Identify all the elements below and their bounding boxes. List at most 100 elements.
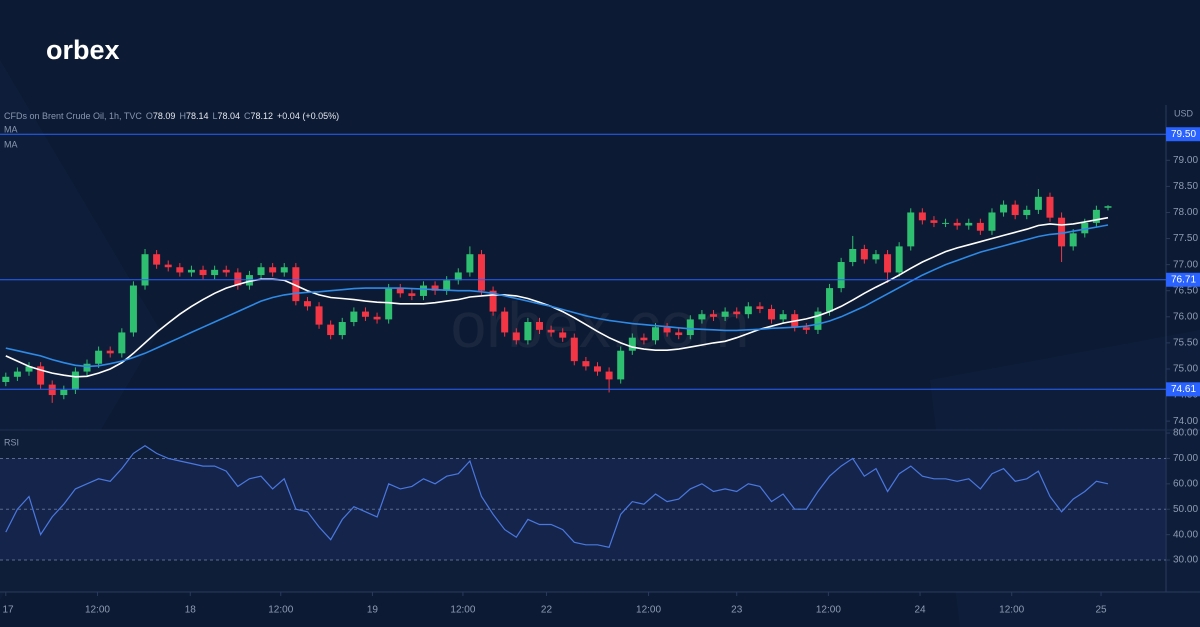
candle-body bbox=[1104, 206, 1112, 208]
candle-body bbox=[176, 267, 184, 273]
legend-entry: MA bbox=[4, 139, 18, 149]
candle-body bbox=[965, 222, 973, 226]
candle-body bbox=[199, 269, 207, 276]
currency: USD bbox=[1174, 108, 1194, 118]
y-tick-label: 70.00 bbox=[1173, 453, 1198, 464]
candle-body bbox=[141, 254, 149, 286]
candle-body bbox=[292, 267, 300, 302]
candle-body bbox=[396, 288, 404, 294]
candle-body bbox=[628, 337, 636, 351]
level-label: 76.71 bbox=[1171, 274, 1196, 285]
candle-body bbox=[744, 306, 752, 315]
rsi-line bbox=[5, 444, 1109, 548]
candle-body bbox=[153, 254, 161, 265]
candle-body bbox=[83, 363, 91, 372]
candle-body bbox=[547, 329, 555, 333]
x-tick-label: 12:00 bbox=[85, 605, 110, 616]
chart-header: CFDs on Brent Crude Oil, 1h, TVC O78.09 H7… bbox=[4, 111, 339, 121]
ohlc-value: 78.14 bbox=[186, 111, 209, 121]
y-tick-label: 79.00 bbox=[1173, 155, 1198, 166]
candle-body bbox=[1046, 196, 1054, 218]
candle-body bbox=[617, 350, 625, 380]
candle-body bbox=[48, 384, 56, 396]
candle-body bbox=[1069, 233, 1077, 247]
y-tick-label: 60.00 bbox=[1173, 478, 1198, 489]
candle-body bbox=[849, 248, 857, 263]
candle-body bbox=[582, 361, 590, 367]
candle-body bbox=[303, 301, 311, 307]
level-label-box bbox=[1166, 382, 1200, 397]
rsi-pane bbox=[0, 430, 1166, 592]
candle-body bbox=[129, 285, 137, 333]
x-tick-label: 18 bbox=[185, 605, 197, 616]
candle-body bbox=[25, 366, 33, 372]
candle-body bbox=[559, 332, 567, 338]
candle-body bbox=[350, 311, 358, 323]
candle-body bbox=[1034, 196, 1042, 210]
x-tick-label: 12:00 bbox=[450, 605, 475, 616]
candle-body bbox=[1011, 204, 1019, 216]
x-tick-label: 24 bbox=[914, 605, 926, 616]
candle-body bbox=[884, 254, 892, 273]
candle-body bbox=[942, 222, 950, 224]
candle-body bbox=[327, 324, 335, 336]
candle-body bbox=[524, 322, 532, 341]
chart-title: CFDs on Brent Crude Oil, 1h, TVC bbox=[4, 111, 142, 121]
x-tick-label: 19 bbox=[367, 605, 379, 616]
x-tick-label: 12:00 bbox=[268, 605, 293, 616]
candle-body bbox=[768, 308, 776, 320]
candle-body bbox=[245, 275, 253, 286]
y-tick-label: 75.50 bbox=[1173, 338, 1198, 349]
ohlc-value: 78.12 bbox=[251, 111, 274, 121]
candle-body bbox=[164, 264, 172, 268]
y-tick-label: 30.00 bbox=[1173, 555, 1198, 566]
candle-body bbox=[605, 371, 613, 380]
candle-body bbox=[837, 262, 845, 289]
level-label: 74.61 bbox=[1171, 384, 1196, 395]
candle-body bbox=[1000, 204, 1008, 213]
x-tick-label: 12:00 bbox=[816, 605, 841, 616]
candle-body bbox=[106, 350, 114, 354]
ohlc-value: 78.04 bbox=[217, 111, 240, 121]
candle-body bbox=[663, 327, 671, 333]
logo: orbex bbox=[46, 35, 120, 65]
candle-body bbox=[756, 306, 764, 309]
candle-body bbox=[280, 267, 288, 273]
candle-body bbox=[779, 314, 787, 320]
x-tick-label: 22 bbox=[541, 605, 553, 616]
candle-body bbox=[431, 285, 439, 291]
candle-body bbox=[385, 288, 393, 320]
candle-body bbox=[918, 212, 926, 221]
level-label: 79.50 bbox=[1171, 129, 1196, 140]
candle-body bbox=[443, 280, 451, 291]
candle-body bbox=[361, 311, 369, 317]
x-tick-label: 23 bbox=[731, 605, 743, 616]
candle-body bbox=[1092, 209, 1100, 223]
candle-body bbox=[860, 248, 868, 260]
candle-body bbox=[13, 371, 21, 377]
ma-line bbox=[5, 224, 1109, 368]
candle-body bbox=[408, 293, 416, 296]
y-tick-label: 78.50 bbox=[1173, 181, 1198, 192]
candle-body bbox=[535, 322, 543, 330]
candle-body bbox=[419, 285, 427, 296]
candle-body bbox=[454, 272, 462, 281]
candle-body bbox=[466, 254, 474, 273]
ohlc-key: H bbox=[179, 111, 186, 121]
candle-body bbox=[60, 389, 68, 396]
y-tick-label: 77.50 bbox=[1173, 233, 1198, 244]
candle-body bbox=[257, 267, 265, 276]
candle-body bbox=[489, 290, 497, 312]
watermark: orbex.com bbox=[451, 289, 750, 361]
candle-body bbox=[373, 316, 381, 320]
candle-body bbox=[269, 267, 277, 273]
candle-body bbox=[640, 337, 648, 341]
candle-body bbox=[1081, 222, 1089, 234]
candle-body bbox=[37, 366, 45, 385]
candle-body bbox=[477, 254, 485, 291]
candle-body bbox=[187, 269, 195, 273]
x-tick-label: 12:00 bbox=[636, 605, 661, 616]
candle-body bbox=[1058, 217, 1066, 247]
candle-body bbox=[71, 371, 79, 390]
